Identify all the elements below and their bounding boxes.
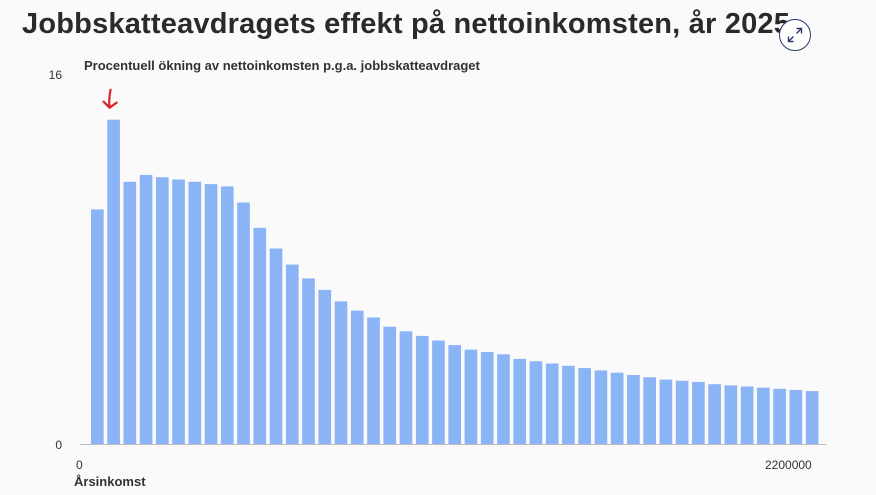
y-tick-max: 16 xyxy=(48,68,62,82)
bar[interactable] xyxy=(334,301,348,444)
bar[interactable] xyxy=(383,326,397,444)
bar[interactable] xyxy=(188,181,202,445)
bar[interactable] xyxy=(513,358,527,444)
bar[interactable] xyxy=(708,384,721,444)
x-tick-min: 0 xyxy=(76,458,83,472)
bar[interactable] xyxy=(350,310,364,444)
bar[interactable] xyxy=(285,264,299,444)
bar[interactable] xyxy=(627,375,640,444)
bar[interactable] xyxy=(740,386,754,445)
bar[interactable] xyxy=(464,349,478,444)
x-axis-label: Årsinkomst xyxy=(74,474,146,489)
bar[interactable] xyxy=(155,177,169,444)
bar[interactable] xyxy=(545,363,559,445)
bar[interactable] xyxy=(220,186,234,444)
bar[interactable] xyxy=(432,340,445,445)
bar[interactable] xyxy=(123,181,137,445)
bar[interactable] xyxy=(204,184,218,444)
bar[interactable] xyxy=(659,379,673,444)
page-title: Jobbskatteavdragets effekt på nettoinkom… xyxy=(22,8,791,40)
bar[interactable] xyxy=(594,370,608,444)
bar[interactable] xyxy=(692,381,705,444)
bar[interactable] xyxy=(578,368,591,444)
bar[interactable] xyxy=(805,391,819,444)
expand-button[interactable] xyxy=(779,19,811,51)
bar[interactable] xyxy=(172,179,185,445)
bar[interactable] xyxy=(562,365,575,444)
highlight-arrow-icon xyxy=(102,88,118,109)
bar[interactable] xyxy=(107,119,120,444)
bar[interactable] xyxy=(789,389,803,444)
bar[interactable] xyxy=(367,317,380,445)
chart-subtitle: Procentuell ökning av nettoinkomsten p.g… xyxy=(84,58,480,73)
bar[interactable] xyxy=(399,331,413,444)
bar[interactable] xyxy=(318,289,332,444)
bar[interactable] xyxy=(237,202,250,445)
x-tick-max: 2200000 xyxy=(765,458,812,472)
bar[interactable] xyxy=(757,387,770,444)
bar[interactable] xyxy=(643,377,656,444)
bar[interactable] xyxy=(415,335,429,444)
bar[interactable] xyxy=(610,372,624,444)
bar[interactable] xyxy=(497,354,510,444)
bar[interactable] xyxy=(91,209,104,444)
bar[interactable] xyxy=(480,352,494,444)
bar[interactable] xyxy=(724,385,738,444)
bar[interactable] xyxy=(448,345,462,444)
bar[interactable] xyxy=(139,174,153,444)
bar[interactable] xyxy=(269,248,283,445)
bar[interactable] xyxy=(302,278,315,444)
bar[interactable] xyxy=(529,361,543,444)
y-tick-min: 0 xyxy=(55,438,62,452)
bar[interactable] xyxy=(253,227,267,444)
bar[interactable] xyxy=(675,380,689,444)
expand-arrows-icon xyxy=(787,27,803,43)
bar[interactable] xyxy=(773,388,786,444)
